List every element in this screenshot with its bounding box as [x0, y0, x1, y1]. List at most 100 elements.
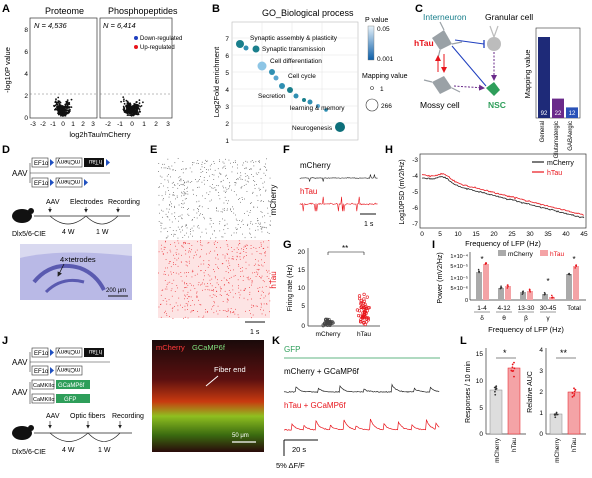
volcano-point: [137, 104, 140, 107]
size-legend-small: [370, 86, 374, 90]
raster-tick: [236, 251, 238, 253]
raster-tick: [243, 297, 245, 299]
raster-tick: [183, 193, 185, 195]
raster-tick: [255, 259, 256, 260]
raster-tick: [177, 187, 179, 189]
raster-tick: [196, 292, 197, 294]
l-xlabel-l-0: mCherry: [494, 437, 501, 463]
g-dot-mcherry: [321, 323, 325, 327]
raster-tick: [223, 166, 225, 168]
raster-tick: [258, 247, 260, 248]
raster-tick: [228, 295, 230, 296]
raster-tick: [266, 303, 267, 305]
raster-tick: [248, 178, 250, 179]
raster-tick: [218, 284, 219, 286]
raster-tick: [188, 208, 189, 209]
volcano-point: [138, 99, 141, 101]
i-dot: [500, 285, 502, 287]
raster-tick: [208, 252, 210, 254]
raster-tick: [191, 249, 192, 251]
g-dot-htau: [357, 294, 362, 298]
raster-tick: [198, 209, 199, 210]
raster-tick: [194, 274, 196, 276]
raster-tick: [237, 228, 238, 230]
raster-tick: [262, 248, 264, 249]
raster-tick: [184, 283, 185, 285]
raster-tick: [212, 184, 213, 185]
raster-tick: [226, 174, 227, 176]
raster-tick: [197, 208, 198, 209]
raster-tick: [243, 257, 244, 259]
panel-letter-g: G: [283, 239, 292, 251]
raster-tick: [234, 182, 236, 183]
d-tl-aav: AAV: [46, 199, 60, 206]
volcano-title-proteome: Proteome: [45, 6, 84, 16]
volcano-point: [65, 111, 68, 113]
raster-tick: [213, 179, 215, 180]
raster-tick: [211, 290, 213, 291]
volcano-point: [62, 106, 64, 109]
raster-tick: [182, 161, 184, 162]
raster-tick: [266, 169, 267, 171]
l-dot: [510, 369, 513, 372]
raster-tick: [193, 209, 195, 211]
raster-tick: [197, 296, 198, 298]
raster-tick: [201, 181, 203, 183]
raster-tick: [168, 211, 169, 213]
raster-tick: [209, 223, 211, 225]
volcano-point: [133, 103, 136, 105]
raster-tick: [253, 206, 254, 208]
raster-tick: [190, 251, 191, 253]
raster-tick: [245, 160, 247, 162]
bubble-cc-2: [279, 83, 285, 89]
raster-tick: [210, 220, 212, 221]
raster-tick: [239, 256, 241, 258]
raster-tick: [189, 182, 191, 183]
bubble-learning-memory: [307, 99, 313, 105]
raster-tick: [257, 260, 259, 262]
g-ytick-15: 15: [298, 267, 306, 274]
raster-tick: [196, 291, 198, 293]
raster-tick: [246, 210, 248, 212]
raster-tick: [181, 169, 182, 170]
l-dot: [573, 393, 576, 395]
a-xtick-r-2: 0: [130, 121, 134, 128]
i-bar-mcherry: [498, 288, 504, 300]
raster-tick: [223, 190, 225, 192]
raster-tick: [265, 314, 266, 316]
raster-htau: [158, 240, 271, 319]
raster-tick: [230, 276, 232, 278]
raster-tick: [250, 222, 251, 224]
raster-tick: [251, 284, 252, 286]
raster-tick: [231, 211, 232, 212]
raster-tick: [200, 240, 201, 242]
raster-tick: [235, 162, 236, 163]
raster-tick: [249, 169, 250, 170]
raster-tick: [226, 298, 228, 300]
i-dot: [529, 291, 531, 293]
raster-tick: [255, 247, 257, 249]
l-dot: [494, 390, 496, 393]
raster-tick: [241, 186, 243, 188]
raster-tick: [166, 208, 168, 210]
raster-tick: [212, 187, 214, 189]
g-dot-mcherry: [326, 321, 331, 325]
i-dot: [507, 285, 509, 288]
e-label-mcherry: mCherry: [269, 185, 278, 216]
raster-tick: [206, 192, 208, 194]
c-bar: [552, 98, 564, 118]
l-ytick-l-15: 15: [476, 351, 484, 358]
raster-tick: [217, 313, 219, 315]
raster-tick: [237, 178, 239, 180]
raster-tick: [193, 225, 195, 227]
go-term-4: Secretion: [258, 93, 286, 100]
raster-tick: [176, 259, 178, 261]
raster-tick: [241, 179, 243, 180]
raster-tick: [181, 192, 183, 194]
volcano-point: [65, 107, 68, 109]
raster-tick: [198, 282, 200, 283]
volcano-point: [142, 101, 144, 104]
raster-tick: [196, 162, 198, 164]
h-xtick-9: 45: [580, 231, 588, 238]
raster-tick: [172, 187, 174, 188]
